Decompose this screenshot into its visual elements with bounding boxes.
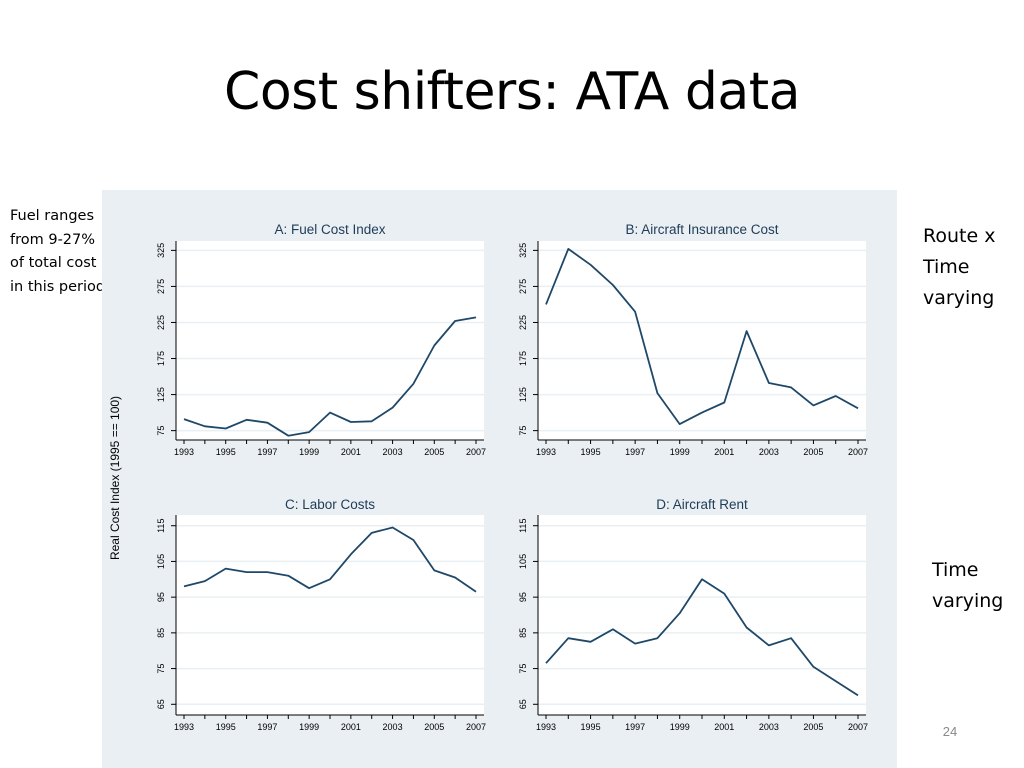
series-line: [183, 316, 477, 437]
y-tick-label: 115: [518, 519, 528, 533]
plot-area: [176, 241, 484, 440]
y-tick-label: 325: [518, 243, 528, 258]
x-tick-label: 2001: [341, 447, 361, 457]
y-tick-label: 75: [518, 426, 528, 436]
x-tick-label: 1997: [257, 722, 277, 732]
y-tick-label: 75: [156, 426, 166, 436]
y-tick-label: 105: [518, 554, 528, 569]
shared-y-axis-label: Real Cost Index (1995 == 100): [108, 396, 122, 560]
x-tick-label: 1995: [216, 447, 236, 457]
y-tick-label: 75: [156, 664, 166, 674]
x-tick-label: 1997: [257, 447, 277, 457]
x-tick-label: 2001: [714, 447, 734, 457]
x-tick-label: 2005: [424, 447, 444, 457]
chart-title: C: Labor Costs: [285, 497, 375, 512]
plot-area: [176, 515, 484, 715]
route-note-line: varying: [923, 287, 995, 309]
route-note-line: Time: [923, 256, 970, 278]
y-tick-label: 125: [518, 387, 528, 402]
time-note-line: varying: [932, 590, 1004, 612]
plot-area: [538, 241, 866, 440]
y-tick-label: 65: [156, 699, 166, 709]
page-number: 24: [942, 724, 958, 739]
y-tick-label: 125: [156, 387, 166, 402]
y-tick-label: 325: [156, 243, 166, 258]
y-tick-label: 85: [518, 628, 528, 638]
fuel-note-line: of total cost: [10, 255, 97, 271]
x-tick-label: 1993: [536, 447, 556, 457]
y-tick-label: 65: [518, 699, 528, 709]
fuel-note-line: from 9-27%: [10, 231, 96, 248]
x-tick-label: 1999: [299, 722, 319, 732]
series-line: [545, 578, 859, 697]
x-tick-label: 2003: [383, 447, 403, 457]
figure-panel: 75 125 175 225 275 325 1993 1995 1997 1999 2001 200…: [102, 190, 897, 768]
chart-title: D: Aircraft Rent: [656, 497, 748, 512]
series-line: [183, 526, 477, 593]
y-tick-label: 275: [156, 279, 166, 294]
fuel-range-note: Fuel ranges from 9-27% of total cost in …: [10, 205, 120, 299]
x-tick-label: 2001: [714, 722, 734, 732]
time-varying-note: Time varying: [932, 555, 1022, 617]
y-tick-label: 75: [518, 664, 528, 674]
x-tick-label: 2003: [383, 722, 403, 732]
time-note-line: Time: [932, 559, 979, 581]
y-tick-label: 95: [156, 592, 166, 602]
x-tick-label: 1999: [670, 722, 690, 732]
y-tick-label: 105: [156, 554, 166, 569]
x-tick-label: 2003: [759, 722, 779, 732]
slide-title: Cost shifters: ATA data: [224, 62, 800, 122]
y-tick-label: 115: [156, 519, 166, 533]
x-tick-label: 2001: [341, 722, 361, 732]
y-tick-label: 95: [518, 592, 528, 602]
y-tick-label: 225: [518, 315, 528, 330]
chart-figure: 75 125 175 225 275 325 1993 1995 1997 1999 2001 200…: [108, 222, 868, 732]
x-tick-label: 2005: [803, 447, 823, 457]
y-tick-label: 275: [518, 279, 528, 294]
x-tick-label: 1999: [299, 447, 319, 457]
x-tick-label: 1995: [581, 447, 601, 457]
series-line: [545, 248, 859, 426]
fuel-note-line: Fuel ranges: [10, 208, 95, 224]
x-tick-label: 1993: [174, 447, 194, 457]
x-tick-label: 2003: [759, 447, 779, 457]
y-tick-label: 225: [156, 315, 166, 330]
chart-title: A: Fuel Cost Index: [274, 222, 385, 237]
fuel-note-line: in this period: [10, 278, 106, 295]
y-tick-label: 85: [156, 628, 166, 638]
x-tick-label: 1993: [174, 722, 194, 732]
x-tick-label: 1995: [581, 722, 601, 732]
y-tick-label: 175: [518, 351, 528, 366]
x-tick-label: 2005: [803, 722, 823, 732]
x-tick-label: 2007: [466, 722, 486, 732]
x-tick-label: 2005: [424, 722, 444, 732]
route-time-varying-note: Route x Time varying: [923, 221, 1018, 314]
x-tick-label: 2007: [466, 447, 486, 457]
x-tick-label: 2007: [848, 722, 868, 732]
x-tick-label: 1999: [670, 447, 690, 457]
x-tick-label: 1995: [216, 722, 236, 732]
chart-title: B: Aircraft Insurance Cost: [625, 222, 778, 237]
route-note-line: Route x: [923, 225, 996, 247]
y-tick-label: 175: [156, 351, 166, 366]
plot-area: [538, 515, 866, 715]
x-tick-label: 1997: [625, 447, 645, 457]
x-tick-label: 2007: [848, 447, 868, 457]
x-tick-label: 1993: [536, 722, 556, 732]
x-tick-label: 1997: [625, 722, 645, 732]
